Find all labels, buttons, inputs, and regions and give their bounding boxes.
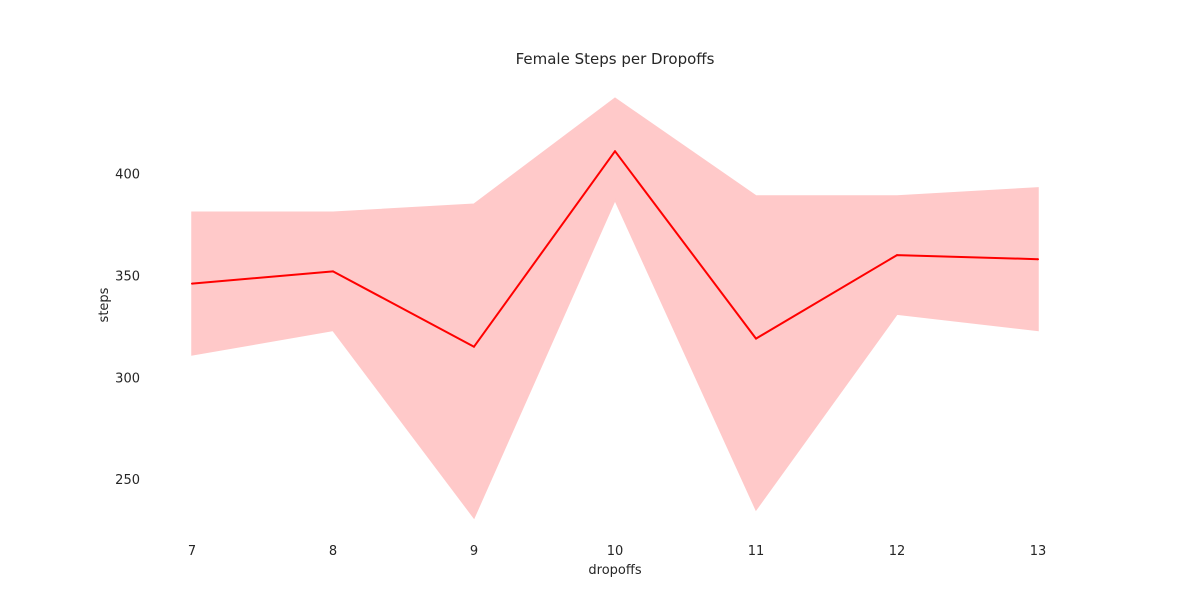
plot-area [191, 97, 1039, 520]
confidence-band [191, 97, 1039, 520]
data-point [473, 345, 475, 348]
x-tick-label: 8 [329, 544, 337, 559]
data-point [332, 270, 334, 273]
y-tick-label: 350 [115, 269, 140, 284]
data-point [1037, 258, 1039, 261]
y-tick-label: 250 [115, 473, 140, 488]
x-tick-label: 12 [889, 544, 906, 559]
x-tick-labels: 7 8 9 10 11 12 13 [188, 544, 1046, 559]
x-tick-label: 11 [748, 544, 765, 559]
chart-title: Female Steps per Dropoffs [516, 50, 715, 68]
y-tick-labels: 250 300 350 400 [115, 168, 140, 489]
y-tick-label: 400 [115, 168, 140, 183]
data-point [191, 282, 193, 285]
data-point [755, 337, 757, 340]
data-point [614, 150, 616, 153]
data-point [896, 254, 898, 257]
x-tick-label: 9 [470, 544, 478, 559]
x-tick-label: 7 [188, 544, 196, 559]
y-tick-label: 300 [115, 371, 140, 386]
x-tick-label: 13 [1030, 544, 1047, 559]
x-tick-label: 10 [607, 544, 624, 559]
y-axis-label: steps [97, 287, 112, 322]
x-axis-label: dropoffs [588, 563, 641, 578]
